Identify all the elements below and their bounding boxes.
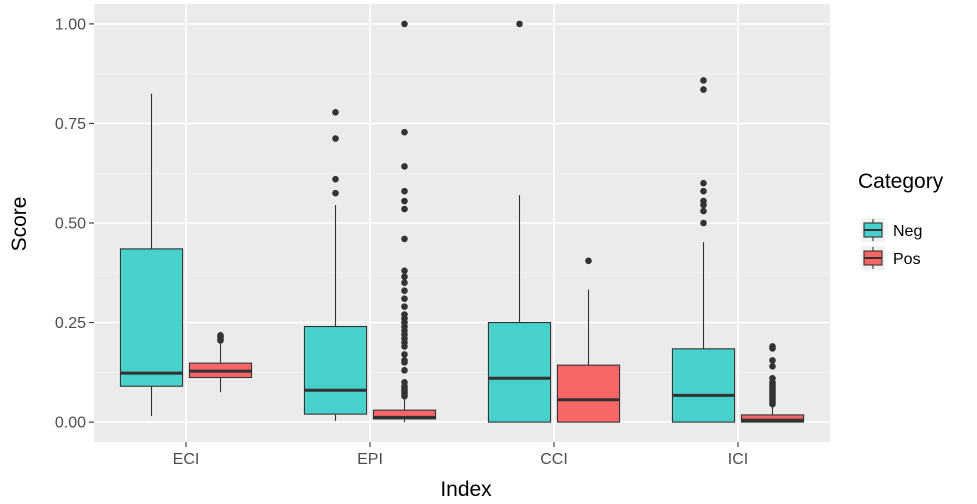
outlier-point <box>700 187 707 195</box>
x-tick-label: CCI <box>540 451 568 468</box>
major-gridlines <box>94 4 830 442</box>
y-tick-label: 0.50 <box>55 216 86 233</box>
outlier-point <box>769 343 776 350</box>
legend-item-pos: Pos <box>861 246 921 270</box>
outlier-point <box>401 357 408 364</box>
outlier-point <box>401 367 408 374</box>
x-tick-label: ECI <box>173 451 200 468</box>
outlier-point <box>401 273 408 281</box>
outlier-point <box>769 357 776 364</box>
outlier-point <box>401 303 408 310</box>
box-body <box>740 414 805 423</box>
outlier-point <box>401 351 408 358</box>
outlier-point <box>700 86 707 93</box>
box-pos-cci <box>556 257 621 423</box>
outlier-point <box>585 257 592 265</box>
box-pos-eci <box>188 331 253 393</box>
outlier-point <box>516 20 523 28</box>
outlier-point <box>700 197 707 205</box>
box-pos-epi <box>372 20 437 423</box>
legend: Category Neg Pos <box>858 170 944 270</box>
box-neg-epi <box>303 109 368 421</box>
outlier-point <box>401 279 408 287</box>
outlier-point <box>401 235 408 243</box>
outlier-point <box>332 175 339 183</box>
x-tick-label: ICI <box>728 451 748 468</box>
legend-label: Neg <box>893 223 922 240</box>
outlier-point <box>401 378 408 386</box>
outlier-point <box>401 287 408 294</box>
outlier-point <box>700 77 707 84</box>
legend-title: Category <box>858 170 944 193</box>
outlier-point <box>401 295 408 302</box>
box-body <box>671 348 736 423</box>
outlier-point <box>401 187 408 195</box>
outlier-point <box>332 189 339 197</box>
box-pos-ici <box>740 343 805 423</box>
x-axis: ECI EPI CCI ICI <box>173 442 748 468</box>
box-body <box>487 321 552 423</box>
outlier-point <box>700 219 707 227</box>
outlier-point <box>700 207 707 215</box>
box-body <box>303 325 368 415</box>
boxes-layer <box>119 20 805 423</box>
y-tick-label: 0.75 <box>55 116 86 133</box>
outlier-point <box>769 363 776 370</box>
outlier-point <box>332 135 339 142</box>
y-tick-label: 1.00 <box>55 16 86 33</box>
x-axis-title: Index <box>440 478 492 501</box>
y-tick-label: 0.00 <box>55 415 86 432</box>
box-neg-ici <box>671 77 736 423</box>
outlier-point <box>401 267 408 275</box>
y-axis: 0.00 0.25 0.50 0.75 1.00 <box>55 16 94 432</box>
outlier-point <box>401 163 408 170</box>
legend-item-neg: Neg <box>861 218 922 242</box>
y-axis-title: Score <box>8 197 31 252</box>
y-tick-label: 0.25 <box>55 315 86 332</box>
outlier-point <box>332 109 339 116</box>
outlier-point <box>769 374 776 382</box>
outlier-point <box>401 205 408 213</box>
legend-label: Pos <box>893 251 921 268</box>
outlier-point <box>700 179 707 187</box>
x-tick-label: EPI <box>357 451 383 468</box>
box-body <box>372 409 437 420</box>
box-body <box>556 364 621 423</box>
outlier-point <box>401 20 408 28</box>
box-neg-eci <box>119 93 184 417</box>
outlier-point <box>401 197 408 205</box>
outlier-point <box>401 311 408 318</box>
box-neg-cci <box>487 20 552 423</box>
outlier-point <box>401 128 408 136</box>
box-body <box>119 248 184 387</box>
outlier-point <box>217 331 224 339</box>
